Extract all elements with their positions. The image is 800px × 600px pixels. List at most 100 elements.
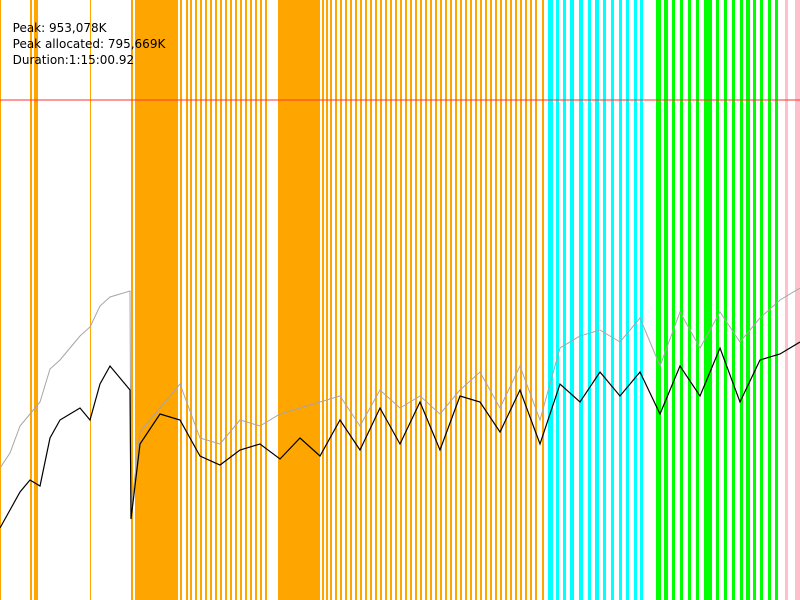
phase-band-orange	[335, 0, 337, 600]
phase-band-orange	[542, 0, 544, 600]
phase-band-orange	[480, 0, 482, 600]
phase-band-orange	[250, 0, 252, 600]
phase-band-orange	[186, 0, 188, 600]
phase-band-orange	[455, 0, 457, 600]
phase-band-orange	[465, 0, 467, 600]
phase-band-orange	[495, 0, 497, 600]
phase-band-orange	[420, 0, 422, 600]
phase-band-green	[775, 0, 778, 600]
phase-band-green	[696, 0, 699, 600]
phase-band-orange	[245, 0, 247, 600]
phase-band-cyan	[563, 0, 566, 600]
phase-band-orange	[380, 0, 382, 600]
phase-band-cyan	[556, 0, 559, 600]
phase-band-orange	[435, 0, 437, 600]
phase-band-pink	[795, 0, 800, 600]
phase-band-cyan	[579, 0, 583, 600]
phase-band-orange	[260, 0, 262, 600]
phase-band-cyan	[611, 0, 614, 600]
phase-band-cyan	[595, 0, 599, 600]
phase-band-orange	[360, 0, 362, 600]
phase-band-green	[664, 0, 668, 600]
phase-band-orange	[265, 0, 267, 600]
phase-band-orange	[390, 0, 392, 600]
phase-band-orange	[535, 0, 537, 600]
phase-band-orange	[200, 0, 202, 600]
phase-band-pink	[785, 0, 788, 600]
phase-band-green	[768, 0, 771, 600]
phase-band-orange	[0, 0, 1, 600]
phase-band-green	[656, 0, 661, 600]
phase-band-orange	[131, 0, 133, 600]
phase-band-orange	[440, 0, 442, 600]
phase-band-orange	[278, 0, 320, 600]
phase-band-orange	[345, 0, 347, 600]
peak-allocated-text: Peak allocated: 795,669K	[12, 37, 166, 51]
phase-band-green	[716, 0, 719, 600]
peak-text: Peak: 953,078K	[12, 21, 107, 35]
phase-band-orange	[370, 0, 372, 600]
series-line-total-memory	[0, 287, 800, 511]
phase-band-orange	[425, 0, 427, 600]
phase-band-orange	[30, 0, 32, 600]
phase-band-orange	[326, 0, 328, 600]
phase-band-orange	[355, 0, 357, 600]
phase-band-orange	[350, 0, 352, 600]
phase-band-orange	[340, 0, 342, 600]
phase-band-orange	[400, 0, 402, 600]
phase-band-cyan	[634, 0, 637, 600]
phase-band-orange	[470, 0, 472, 600]
phase-band-orange	[210, 0, 212, 600]
phase-band-orange	[220, 0, 222, 600]
phase-band-cyan	[619, 0, 622, 600]
phase-band-cyan	[570, 0, 574, 600]
phase-band-green	[760, 0, 763, 600]
phase-band-orange	[445, 0, 447, 600]
phase-band-cyan	[588, 0, 591, 600]
phase-band-orange	[365, 0, 367, 600]
phase-band-cyan	[626, 0, 629, 600]
phase-band-cyan	[548, 0, 553, 600]
phase-band-green	[672, 0, 675, 600]
phase-band-orange	[235, 0, 237, 600]
phase-band-orange	[525, 0, 527, 600]
phase-band-orange	[385, 0, 387, 600]
phase-band-orange	[395, 0, 397, 600]
phase-band-orange	[415, 0, 417, 600]
phase-band-orange	[490, 0, 492, 600]
phase-band-orange	[510, 0, 512, 600]
phase-band-orange	[180, 0, 182, 600]
phase-band-orange	[410, 0, 412, 600]
duration-text: Duration:1:15:00.92	[12, 53, 135, 67]
phase-band-orange	[230, 0, 232, 600]
phase-band-orange	[90, 0, 91, 600]
series-line-allocated-memory	[0, 341, 800, 529]
phase-band-orange	[240, 0, 242, 600]
phase-band-green	[732, 0, 735, 600]
phase-band-green	[753, 0, 756, 600]
phase-band-orange	[505, 0, 507, 600]
phase-band-green	[746, 0, 750, 600]
phase-band-orange	[375, 0, 377, 600]
phase-band-orange	[520, 0, 522, 600]
phase-band-orange	[430, 0, 432, 600]
phase-band-orange	[450, 0, 452, 600]
phase-band-orange	[515, 0, 517, 600]
phase-band-green	[724, 0, 727, 600]
phase-band-orange	[135, 0, 178, 600]
phase-band-orange	[205, 0, 207, 600]
phase-band-orange	[225, 0, 227, 600]
phase-band-orange	[34, 0, 38, 600]
header-stats: Peak: 953,078K Peak allocated: 795,669K …	[5, 4, 179, 68]
phase-band-orange	[485, 0, 487, 600]
phase-band-cyan	[640, 0, 643, 600]
phase-band-orange	[322, 0, 324, 600]
phase-band-orange	[405, 0, 407, 600]
phase-band-orange	[500, 0, 502, 600]
phase-band-cyan	[603, 0, 606, 600]
phase-band-orange	[530, 0, 532, 600]
phase-band-orange	[255, 0, 257, 600]
phase-band-orange	[190, 0, 192, 600]
phase-band-green	[688, 0, 691, 600]
